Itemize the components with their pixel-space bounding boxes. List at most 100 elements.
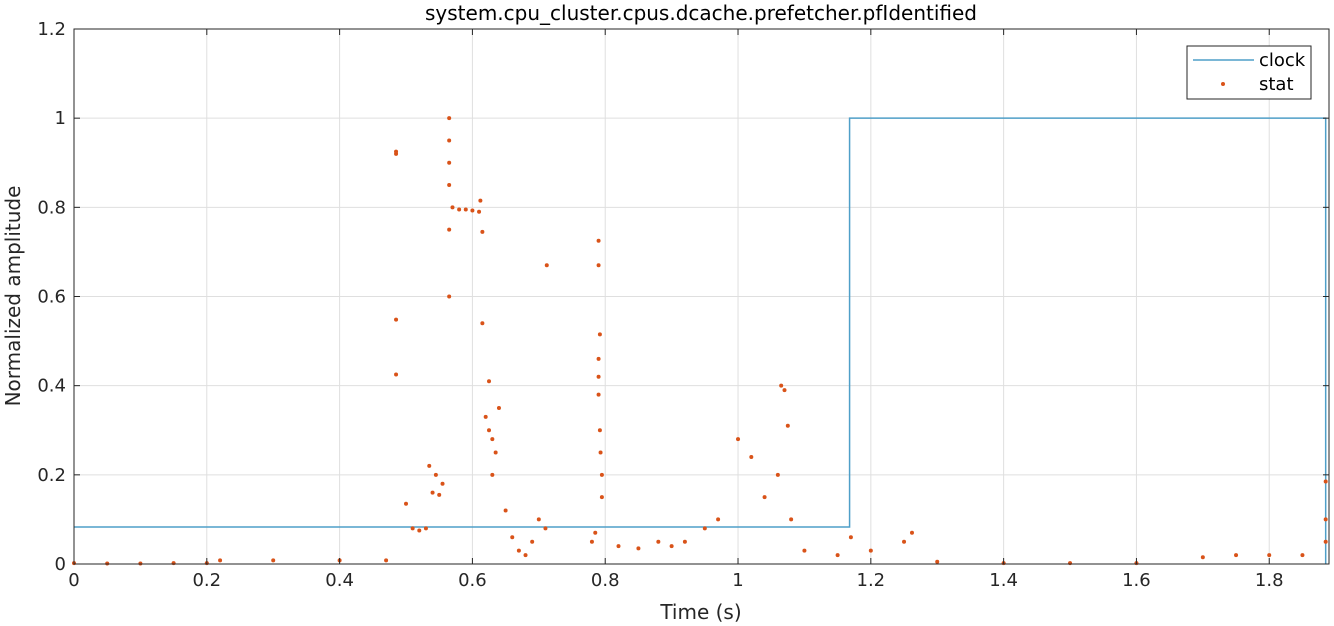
- legend-stat-label: stat: [1259, 74, 1294, 95]
- data-point: [450, 205, 455, 210]
- data-point: [596, 374, 601, 379]
- data-point: [470, 208, 475, 213]
- data-point: [1323, 517, 1328, 522]
- data-point: [271, 558, 276, 563]
- y-tick-label: 0.6: [37, 287, 66, 308]
- chart-title: system.cpu_cluster.cpus.dcache.prefetche…: [425, 1, 977, 25]
- y-tick-label: 1.2: [37, 19, 66, 40]
- data-point: [736, 437, 741, 442]
- x-tick-label: 0.8: [591, 570, 620, 591]
- data-point: [669, 544, 674, 549]
- data-point: [909, 530, 914, 535]
- data-point: [457, 207, 462, 212]
- data-point: [597, 332, 602, 337]
- x-tick-label: 1.4: [989, 570, 1018, 591]
- x-tick-label: 0.4: [325, 570, 354, 591]
- data-point: [1267, 553, 1272, 558]
- data-point: [868, 548, 873, 553]
- y-tick-label: 1: [55, 108, 66, 129]
- y-axis-label: Normalized amplitude: [1, 186, 25, 407]
- data-point: [636, 546, 641, 551]
- data-point: [523, 553, 528, 558]
- data-point: [490, 437, 495, 442]
- data-point: [394, 149, 399, 154]
- data-point: [775, 472, 780, 477]
- data-point: [384, 558, 389, 563]
- data-point: [835, 553, 840, 558]
- data-point: [543, 526, 548, 531]
- data-point: [171, 561, 176, 566]
- x-tick-label: 1.6: [1122, 570, 1151, 591]
- data-point: [490, 472, 495, 477]
- data-point: [503, 508, 508, 513]
- data-point: [427, 463, 432, 468]
- data-point: [1234, 553, 1239, 558]
- legend-stat-swatch: [1221, 82, 1225, 86]
- series-markers-stat: [72, 116, 1328, 566]
- x-axis-label: Time (s): [659, 600, 741, 624]
- data-point: [789, 517, 794, 522]
- data-point: [599, 495, 604, 500]
- data-point: [437, 492, 442, 497]
- y-tick-label: 0.2: [37, 465, 66, 486]
- data-point: [616, 544, 621, 549]
- data-point: [447, 227, 452, 232]
- data-point: [447, 138, 452, 143]
- y-tick-label: 0: [55, 554, 66, 575]
- data-point: [596, 356, 601, 361]
- data-point: [702, 526, 707, 531]
- data-point: [218, 558, 223, 563]
- y-tick-label: 0.4: [37, 376, 66, 397]
- data-point: [596, 263, 601, 268]
- data-point: [433, 472, 438, 477]
- data-point: [463, 207, 468, 212]
- data-point: [440, 481, 445, 486]
- x-tick-label: 1.8: [1255, 570, 1284, 591]
- legend: clock stat: [1186, 45, 1312, 100]
- data-point: [544, 263, 549, 268]
- data-point: [596, 392, 601, 397]
- data-point: [496, 405, 501, 410]
- data-point: [589, 539, 594, 544]
- data-point: [447, 160, 452, 165]
- series-line-clock: [74, 117, 1327, 564]
- data-point: [598, 450, 603, 455]
- data-point: [447, 116, 452, 121]
- data-point: [404, 501, 409, 506]
- series-layer: [72, 116, 1328, 566]
- legend-box: [1186, 45, 1312, 100]
- data-point: [682, 539, 687, 544]
- data-point: [902, 539, 907, 544]
- data-point: [782, 388, 787, 393]
- data-point: [480, 321, 485, 326]
- data-point: [1068, 561, 1073, 566]
- data-point: [1323, 539, 1328, 544]
- x-tick-label: 1: [732, 570, 743, 591]
- y-tick-label: 0.8: [37, 197, 66, 218]
- x-tick-label: 1.2: [857, 570, 886, 591]
- data-point: [480, 229, 485, 234]
- data-point: [447, 183, 452, 188]
- data-point: [1323, 479, 1328, 484]
- data-point: [597, 428, 602, 433]
- data-point: [593, 530, 598, 535]
- data-point: [802, 548, 807, 553]
- data-point: [716, 517, 721, 522]
- data-point: [478, 198, 483, 203]
- data-point: [510, 535, 515, 540]
- data-point: [599, 472, 604, 477]
- data-point: [394, 372, 399, 377]
- data-point: [417, 528, 422, 533]
- data-point: [749, 455, 754, 459]
- data-point: [394, 317, 399, 322]
- data-point: [430, 490, 435, 495]
- data-point: [848, 535, 853, 540]
- data-point: [1300, 553, 1305, 558]
- data-point: [785, 423, 790, 428]
- data-point: [477, 209, 482, 214]
- data-point: [935, 559, 940, 564]
- data-point: [487, 428, 492, 433]
- data-point: [483, 414, 488, 419]
- data-point: [656, 539, 661, 544]
